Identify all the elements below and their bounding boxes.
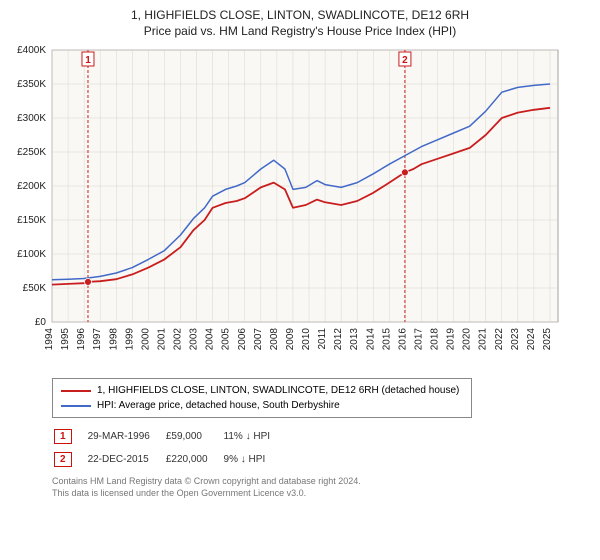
- svg-text:2005: 2005: [221, 328, 232, 351]
- svg-text:2025: 2025: [542, 328, 553, 351]
- svg-text:2000: 2000: [140, 328, 151, 351]
- svg-text:2010: 2010: [301, 328, 312, 351]
- event-price: £220,000: [166, 449, 222, 470]
- svg-text:2018: 2018: [430, 328, 441, 351]
- svg-text:2004: 2004: [205, 328, 216, 351]
- svg-text:1998: 1998: [108, 328, 119, 351]
- svg-text:2023: 2023: [510, 328, 521, 351]
- svg-text:1999: 1999: [124, 328, 135, 351]
- svg-text:1: 1: [85, 55, 91, 66]
- svg-text:£0: £0: [35, 317, 47, 328]
- svg-text:£50K: £50K: [23, 283, 47, 294]
- svg-text:2011: 2011: [317, 328, 328, 350]
- svg-text:2021: 2021: [478, 328, 489, 351]
- footer-line1: Contains HM Land Registry data © Crown c…: [52, 476, 592, 488]
- svg-text:2008: 2008: [269, 328, 280, 351]
- event-date: 29-MAR-1996: [88, 426, 164, 447]
- event-delta: 9% ↓ HPI: [224, 449, 285, 470]
- event-date: 22-DEC-2015: [88, 449, 164, 470]
- svg-text:2: 2: [402, 55, 408, 66]
- svg-text:1994: 1994: [44, 328, 55, 351]
- legend-swatch-red: [61, 390, 91, 392]
- svg-text:2020: 2020: [462, 328, 473, 351]
- event-marker: 1: [54, 429, 72, 444]
- svg-text:2024: 2024: [526, 328, 537, 351]
- footer-attribution: Contains HM Land Registry data © Crown c…: [52, 476, 592, 499]
- svg-text:2006: 2006: [237, 328, 248, 351]
- event-delta: 11% ↓ HPI: [224, 426, 285, 447]
- svg-text:2003: 2003: [189, 328, 200, 351]
- svg-text:2017: 2017: [413, 328, 424, 351]
- legend-label-price-paid: 1, HIGHFIELDS CLOSE, LINTON, SWADLINCOTE…: [97, 383, 459, 398]
- chart-area: £0 £50K £100K £150K £200K £250K £300K £350K £400…: [8, 42, 592, 372]
- svg-text:£400K: £400K: [17, 45, 46, 56]
- svg-text:2009: 2009: [285, 328, 296, 351]
- events-table: 1 29-MAR-1996£59,00011% ↓ HPI 2 22-DEC-2015…: [52, 424, 286, 472]
- svg-text:2013: 2013: [349, 328, 360, 351]
- event-row: 1 29-MAR-1996£59,00011% ↓ HPI: [54, 426, 284, 447]
- svg-text:2012: 2012: [333, 328, 344, 351]
- svg-text:£250K: £250K: [17, 147, 46, 158]
- svg-text:1995: 1995: [60, 328, 71, 351]
- svg-text:£150K: £150K: [17, 215, 46, 226]
- legend-row-price-paid: 1, HIGHFIELDS CLOSE, LINTON, SWADLINCOTE…: [61, 383, 463, 398]
- event-price: £59,000: [166, 426, 222, 447]
- legend-swatch-blue: [61, 405, 91, 407]
- title-subtitle: Price paid vs. HM Land Registry's House …: [8, 24, 592, 38]
- svg-text:2002: 2002: [173, 328, 184, 351]
- event-marker: 2: [54, 452, 72, 467]
- svg-text:1996: 1996: [76, 328, 87, 351]
- svg-text:1997: 1997: [92, 328, 103, 351]
- legend-label-hpi: HPI: Average price, detached house, Sout…: [97, 398, 340, 413]
- svg-text:2019: 2019: [446, 328, 457, 351]
- legend-row-hpi: HPI: Average price, detached house, Sout…: [61, 398, 463, 413]
- svg-text:£200K: £200K: [17, 181, 46, 192]
- svg-text:2001: 2001: [156, 328, 167, 351]
- chart-title-block: 1, HIGHFIELDS CLOSE, LINTON, SWADLINCOTE…: [8, 8, 592, 38]
- price-vs-hpi-chart: £0 £50K £100K £150K £200K £250K £300K £350K £400…: [8, 42, 568, 372]
- svg-text:£300K: £300K: [17, 113, 46, 124]
- svg-text:2016: 2016: [397, 328, 408, 351]
- svg-text:£100K: £100K: [17, 249, 46, 260]
- event-row: 2 22-DEC-2015£220,0009% ↓ HPI: [54, 449, 284, 470]
- svg-text:2007: 2007: [253, 328, 264, 351]
- footer-line2: This data is licensed under the Open Gov…: [52, 488, 592, 500]
- svg-text:2015: 2015: [381, 328, 392, 351]
- title-address: 1, HIGHFIELDS CLOSE, LINTON, SWADLINCOTE…: [8, 8, 592, 22]
- svg-text:£350K: £350K: [17, 79, 46, 90]
- svg-text:2014: 2014: [365, 328, 376, 351]
- legend: 1, HIGHFIELDS CLOSE, LINTON, SWADLINCOTE…: [52, 378, 472, 418]
- svg-text:2022: 2022: [494, 328, 505, 351]
